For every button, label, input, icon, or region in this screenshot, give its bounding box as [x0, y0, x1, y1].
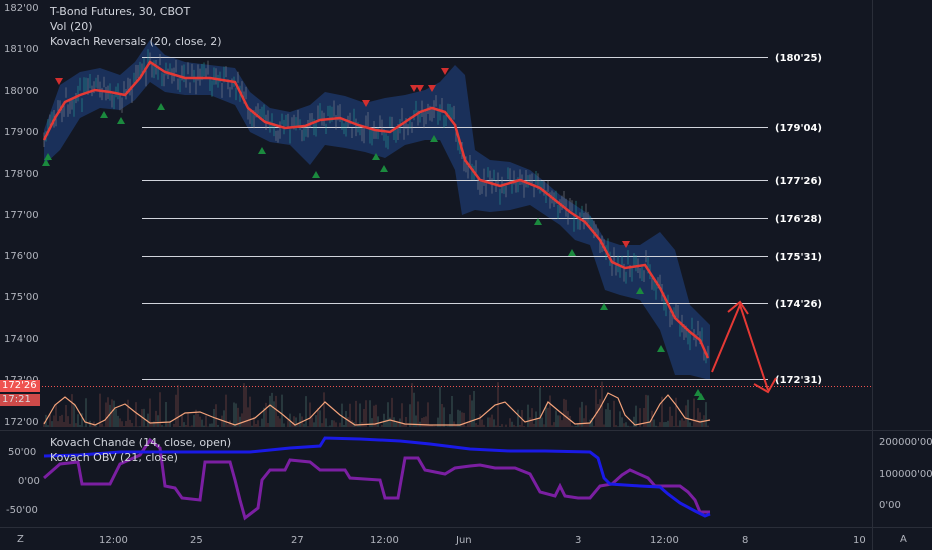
price-tick: 174'00 — [4, 334, 39, 345]
buy-arrow-icon — [430, 135, 438, 142]
kovach-ma-line[interactable] — [42, 60, 710, 359]
sub-tick: 100000'00 — [879, 469, 932, 480]
sub-tick: 50'00 — [8, 447, 36, 458]
reversal-markers — [42, 68, 705, 400]
level-lines[interactable]: (180'25) (179'04) (177'26) (176'28) (175… — [142, 53, 822, 386]
price-tick: 177'00 — [4, 210, 39, 221]
buy-arrow-icon — [258, 147, 266, 154]
sell-arrow-icon — [622, 241, 630, 248]
volume-bars — [43, 381, 709, 427]
kovach-obv-line[interactable] — [43, 436, 711, 518]
sell-arrow-icon — [428, 85, 436, 92]
kovach-obv-label[interactable]: Kovach OBV (21, close) — [50, 451, 178, 464]
level-label: (175'31) — [775, 252, 822, 263]
price-tick: 178'00 — [4, 169, 39, 180]
sell-arrow-icon — [55, 78, 63, 85]
price-axis[interactable]: 182'00 181'00 180'00 179'00 178'00 177'0… — [4, 3, 39, 428]
candlestick-series[interactable] — [43, 49, 709, 364]
time-tick: 27 — [291, 535, 304, 546]
level-label: (180'25) — [775, 53, 822, 64]
time-tick: 10 — [853, 535, 866, 546]
buy-arrow-icon — [534, 218, 542, 225]
time-tick: 3 — [575, 535, 581, 546]
sub-legend: Kovach Chande (14, close, open) Kovach O… — [50, 435, 231, 465]
buy-arrow-icon — [117, 117, 125, 124]
auto-scale-button[interactable]: A — [900, 534, 907, 545]
volume-study-label[interactable]: Vol (20) — [50, 20, 93, 33]
level-label: (179'04) — [775, 123, 822, 134]
buy-arrow-icon — [100, 111, 108, 118]
kovach-chande-label[interactable]: Kovach Chande (14, close, open) — [50, 436, 232, 449]
buy-arrow-icon — [380, 165, 388, 172]
time-axis[interactable]: 12:00 25 27 12:00 Jun 3 12:00 8 10 — [99, 535, 866, 546]
drawn-arrow-path[interactable] — [711, 300, 777, 394]
time-tick: 8 — [742, 535, 748, 546]
symbol-title[interactable]: T-Bond Futures, 30, CBOT — [50, 5, 191, 18]
kovach-reversals-label[interactable]: Kovach Reversals (20, close, 2) — [50, 35, 222, 48]
kovach-chande-line[interactable] — [43, 437, 710, 521]
buy-arrow-icon — [42, 159, 50, 166]
buy-arrow-icon — [600, 303, 608, 310]
sell-arrow-icon — [441, 68, 449, 75]
sub-tick: 0'00 — [18, 476, 40, 487]
price-tick: 181'00 — [4, 44, 39, 55]
buy-arrow-icon — [636, 287, 644, 294]
zoom-reset-button[interactable]: Z — [17, 534, 24, 545]
level-label: (172'31) — [775, 375, 822, 386]
time-tick: 12:00 — [650, 535, 679, 546]
time-tick: 12:00 — [99, 535, 128, 546]
price-tick: 175'00 — [4, 292, 39, 303]
level-label: (176'28) — [775, 214, 822, 225]
sub-tick: -50'00 — [6, 505, 38, 516]
current-price-tag: 172'26 — [0, 380, 40, 392]
buy-arrow-icon — [312, 171, 320, 178]
bar-countdown-tag: 17:21 — [0, 394, 40, 406]
level-label: (177'26) — [775, 176, 822, 187]
buy-arrow-icon — [44, 153, 52, 160]
level-label: (174'26) — [775, 299, 822, 310]
sub-tick: 200000'00 — [879, 437, 932, 448]
sub-left-axis: 50'00 0'00 -50'00 — [6, 447, 40, 516]
buy-arrow-icon — [568, 249, 576, 256]
price-tick: 180'00 — [4, 86, 39, 97]
sub-tick: 0'00 — [879, 500, 901, 511]
sell-arrow-icon — [416, 85, 424, 92]
price-tick: 179'00 — [4, 127, 39, 138]
sell-arrow-icon — [410, 85, 418, 92]
time-tick: 12:00 — [370, 535, 399, 546]
time-tick: Jun — [455, 535, 472, 546]
buy-arrow-icon — [657, 345, 665, 352]
buy-arrow-icon — [694, 389, 702, 396]
buy-arrow-icon — [157, 103, 165, 110]
price-tick: 176'00 — [4, 251, 39, 262]
sell-arrow-icon — [362, 100, 370, 107]
kovach-band — [44, 40, 710, 380]
time-tick: 25 — [190, 535, 203, 546]
price-tick: 182'00 — [4, 3, 39, 14]
main-legend: T-Bond Futures, 30, CBOT Vol (20) Kovach… — [50, 4, 222, 49]
volume-oscillator-line — [43, 392, 711, 426]
buy-arrow-icon — [372, 153, 380, 160]
price-tick: 172'00 — [4, 417, 39, 428]
buy-arrow-icon — [697, 393, 705, 400]
sub-right-axis[interactable]: 200000'00 100000'00 0'00 — [879, 437, 932, 511]
